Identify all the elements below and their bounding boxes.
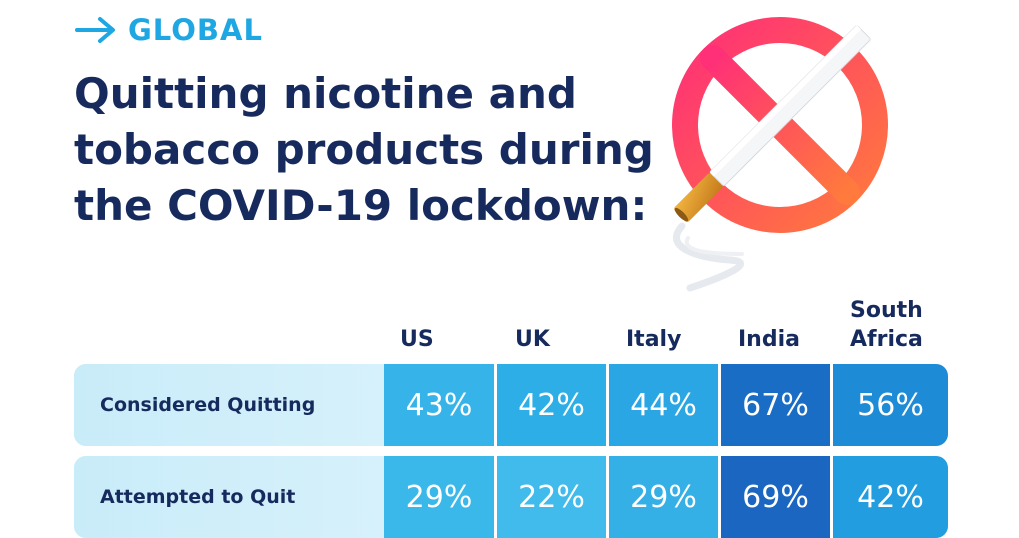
cell-value: 29% (384, 456, 494, 538)
column-header-india: India (738, 325, 800, 354)
column-header-us: US (400, 325, 434, 354)
row-label: Considered Quitting (74, 364, 384, 446)
table-row-considered-quitting: Considered Quitting 43% 42% 44% 67% 56% (74, 364, 948, 446)
table-row-attempted-to-quit: Attempted to Quit 29% 22% 29% 69% 42% (74, 456, 948, 538)
title-line: tobacco products during (74, 125, 654, 174)
column-header-uk: UK (515, 325, 550, 354)
row-label: Attempted to Quit (74, 456, 384, 538)
column-header-line: Africa (850, 327, 923, 352)
section-tag: GLOBAL (74, 8, 263, 52)
page-title: Quitting nicotine and tobacco products d… (74, 66, 674, 234)
cell-value: 56% (830, 364, 948, 446)
column-header-line: India (738, 327, 800, 352)
arrow-right-icon (75, 17, 115, 43)
cell-value: 69% (718, 456, 830, 538)
cell-value: 42% (494, 364, 606, 446)
column-header-line: UK (515, 327, 550, 352)
cell-value: 22% (494, 456, 606, 538)
column-header-line: US (400, 327, 434, 352)
cell-value: 67% (718, 364, 830, 446)
title-line: the COVID-19 lockdown: (74, 181, 648, 230)
column-header-south-africa: South Africa (850, 296, 923, 354)
column-header-line: South (850, 298, 923, 323)
cell-value: 29% (606, 456, 718, 538)
title-line: Quitting nicotine and (74, 69, 577, 118)
no-smoking-icon (672, 17, 888, 292)
cell-value: 44% (606, 364, 718, 446)
cell-value: 42% (830, 456, 948, 538)
section-tag-label: GLOBAL (128, 13, 263, 47)
column-header-italy: Italy (626, 325, 681, 354)
cell-value: 43% (384, 364, 494, 446)
column-headers: US UK Italy India South Africa (0, 290, 1019, 354)
column-header-line: Italy (626, 327, 682, 352)
